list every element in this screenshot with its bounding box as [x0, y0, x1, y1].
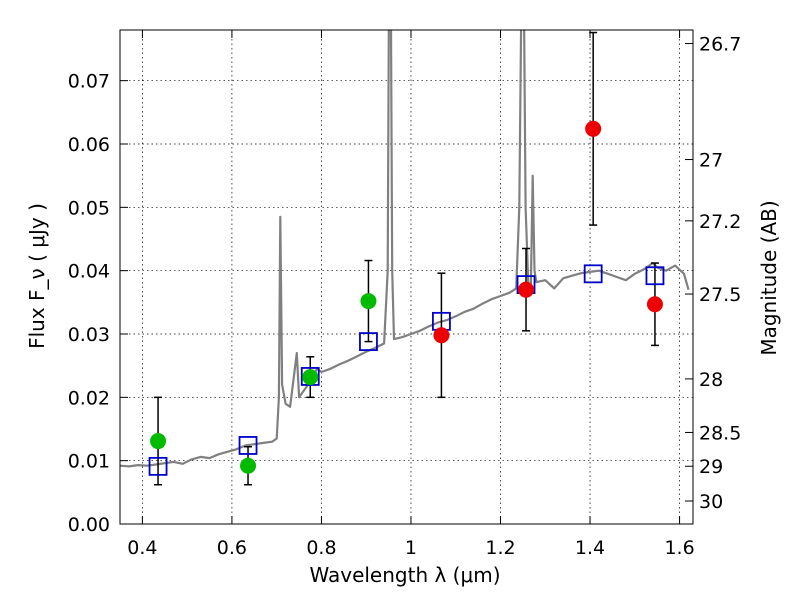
y-tick-label: 0.02	[68, 387, 110, 409]
y-tick-label: 0.06	[68, 134, 110, 156]
photometry-point	[585, 120, 602, 137]
photometry-point	[302, 369, 319, 386]
model-square-point	[583, 264, 603, 284]
x-tick-label: 0.4	[127, 537, 157, 559]
x-tick-label: 1.2	[485, 537, 515, 559]
model-square-point	[645, 266, 665, 286]
spectrum-line	[120, 30, 690, 468]
y-tick-label: 0.05	[68, 197, 110, 219]
x-tick-label: 0.6	[217, 537, 247, 559]
x-tick-label: 1	[405, 537, 417, 559]
plot-frame	[119, 29, 694, 525]
model-square-point	[359, 332, 378, 352]
x-tick-label: 0.8	[306, 537, 336, 559]
photometry-point	[240, 457, 257, 474]
y-tick-label: 0.07	[68, 71, 110, 93]
errorbar-layer	[154, 31, 659, 486]
y2-tick-label: 27	[699, 150, 723, 172]
y2-tick-label: 28	[699, 369, 723, 391]
y2-tick-label: 27.5	[699, 284, 741, 306]
y2-axis-label: Magnitude (AB)	[757, 200, 781, 355]
x-tick-label: 1.6	[664, 537, 694, 559]
y2-tick-label: 30	[699, 491, 723, 513]
y2-tick-label: 29	[699, 456, 723, 478]
spectrum-layer	[120, 30, 690, 468]
y-axis-label: Flux F_ν ( μJy )	[25, 203, 49, 349]
y-tick-label: 0.04	[68, 261, 110, 283]
photometry-point	[150, 433, 167, 450]
photometry-point	[360, 293, 377, 310]
tick-layer: 0.4 0.6 0.8 1 1.2 1.4 1.6 0.00 0.01 0.02 0.03 0.04 0…	[68, 30, 741, 559]
x-axis-label: Wavelength λ (μm)	[309, 563, 500, 587]
grid	[120, 30, 693, 525]
model-square-point	[148, 456, 168, 476]
photometry-point	[646, 296, 663, 313]
model-square-point	[238, 436, 258, 455]
photometry-point	[518, 281, 535, 298]
y2-tick-label: 26.7	[699, 34, 741, 56]
y-tick-label: 0.01	[68, 451, 110, 473]
marker-layer	[148, 120, 665, 476]
y2-tick-label: 27.2	[699, 211, 741, 233]
y-tick-label: 0.03	[68, 324, 110, 346]
y2-tick-label: 28.5	[699, 422, 741, 444]
y-tick-label: 0.00	[68, 514, 110, 536]
x-tick-label: 1.4	[575, 537, 605, 559]
photometry-point	[433, 327, 450, 344]
